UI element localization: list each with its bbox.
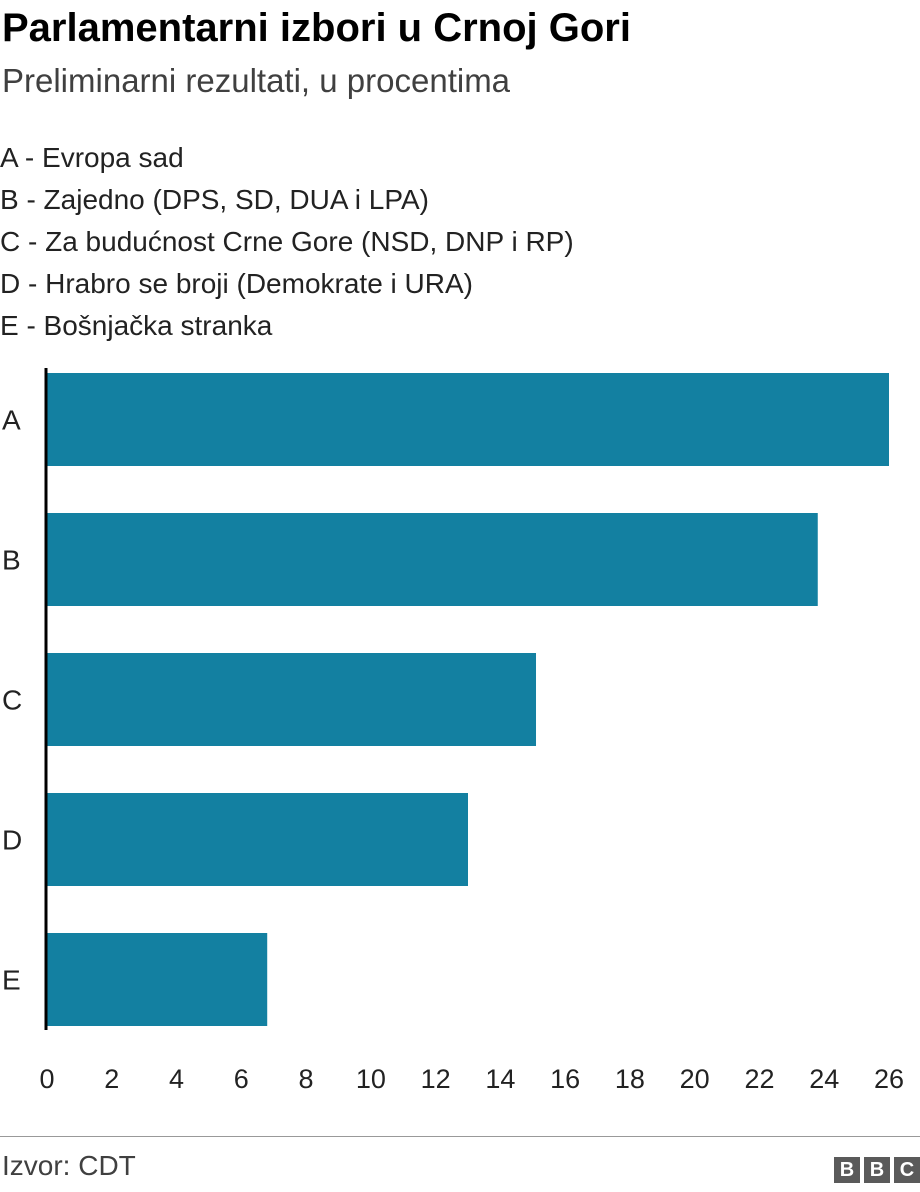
bbc-logo: B B C [834,1157,920,1183]
bar-e [47,933,268,1026]
category-label: A [2,405,21,436]
bbc-logo-letter: B [834,1157,860,1183]
x-tick-label: 20 [680,1064,710,1094]
bar-c [47,653,537,746]
legend-item-b: B - Zajedno (DPS, SD, DUA i LPA) [0,184,429,215]
legend-item-e: E - Bošnjačka stranka [0,310,273,341]
x-tick-label: 0 [39,1064,54,1094]
x-tick-label: 4 [169,1064,184,1094]
legend-item-d: D - Hrabro se broji (Demokrate i URA) [0,268,473,299]
chart-title: Parlamentarni izbori u Crnoj Gori [2,6,631,50]
x-tick-label: 26 [874,1064,904,1094]
category-legend: A - Evropa sad B - Zajedno (DPS, SD, DUA… [0,137,574,347]
x-tick-label: 16 [550,1064,580,1094]
category-label: C [2,685,22,716]
chart-subtitle: Preliminarni rezultati, u procentima [2,62,511,99]
category-label: E [2,965,21,996]
bar-b [47,513,818,606]
footer-divider [0,1136,920,1137]
x-tick-label: 14 [485,1064,515,1094]
bar-a [47,373,889,466]
x-tick-label: 22 [744,1064,774,1094]
x-tick-label: 8 [299,1064,314,1094]
x-tick-label: 18 [615,1064,645,1094]
category-label: B [2,545,21,576]
x-tick-label: 2 [104,1064,119,1094]
legend-item-a: A - Evropa sad [0,142,184,173]
x-tick-label: 12 [421,1064,451,1094]
source-note: Izvor: CDT [2,1150,136,1181]
bbc-logo-letter: C [894,1157,920,1183]
x-tick-label: 10 [356,1064,386,1094]
legend-item-c: C - Za budućnost Crne Gore (NSD, DNP i R… [0,226,574,257]
x-tick-label: 6 [234,1064,249,1094]
bar-d [47,793,468,886]
bbc-logo-letter: B [864,1157,890,1183]
x-tick-label: 24 [809,1064,839,1094]
category-label: D [2,825,22,856]
